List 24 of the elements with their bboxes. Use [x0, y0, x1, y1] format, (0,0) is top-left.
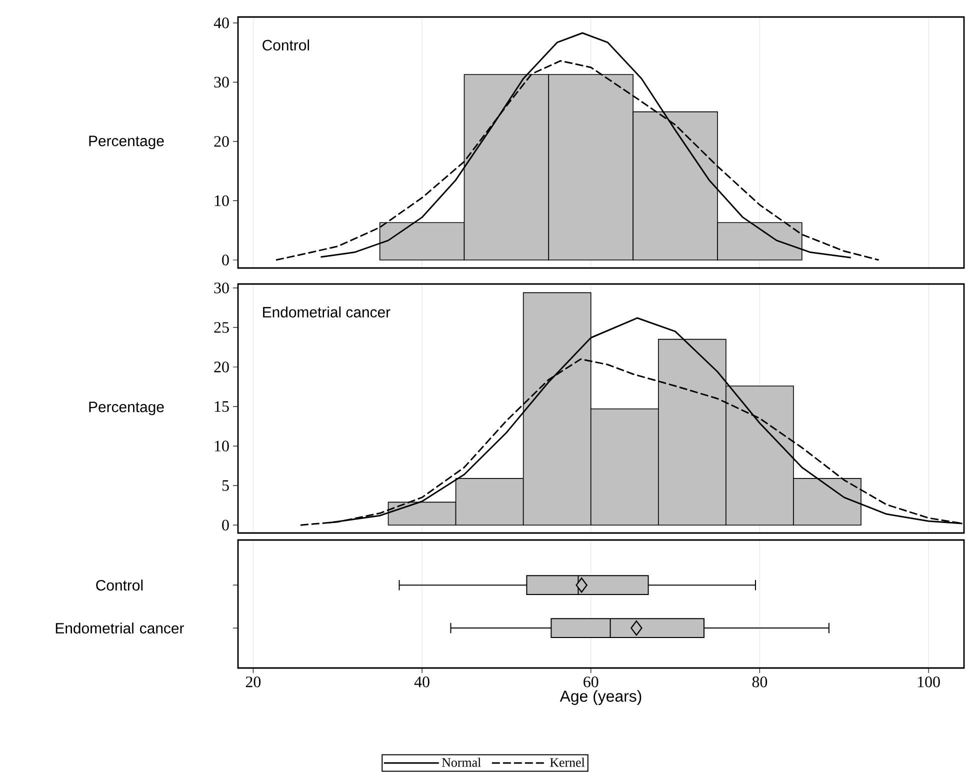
legend-label: Normal	[442, 758, 481, 767]
y-tick-label: 30	[214, 76, 229, 88]
y-tick-label: 40	[214, 18, 229, 28]
x-tick-label: 80	[752, 676, 768, 688]
x-tick-label: 20	[246, 676, 261, 688]
legend-label: Kernel	[550, 758, 585, 767]
y-tick-label: 30	[214, 282, 229, 294]
y-tick-label: 10	[214, 195, 229, 206]
annotation: Control	[262, 40, 310, 50]
x-tick-label: 40	[414, 676, 430, 688]
y-tick-label: 0	[222, 254, 229, 266]
y-tick-label: 0	[222, 520, 229, 530]
x-tick-label: 100	[918, 676, 940, 688]
y-axis-title: Percentage	[89, 402, 164, 416]
x-tick-label: 60	[584, 676, 598, 688]
y-tick-label: 15	[214, 401, 229, 412]
y-tick-label: 5	[222, 480, 229, 491]
y-tick-label: 20	[214, 362, 229, 372]
y-axis-title: Percentage	[89, 136, 164, 150]
y-tick-label: 20	[214, 136, 229, 147]
y-tick-label: 25	[214, 322, 229, 333]
annotation: Endometrial cancer	[263, 306, 390, 318]
y-tick-label: 10	[214, 440, 229, 452]
x-axis-title: Age (years)	[560, 690, 642, 705]
